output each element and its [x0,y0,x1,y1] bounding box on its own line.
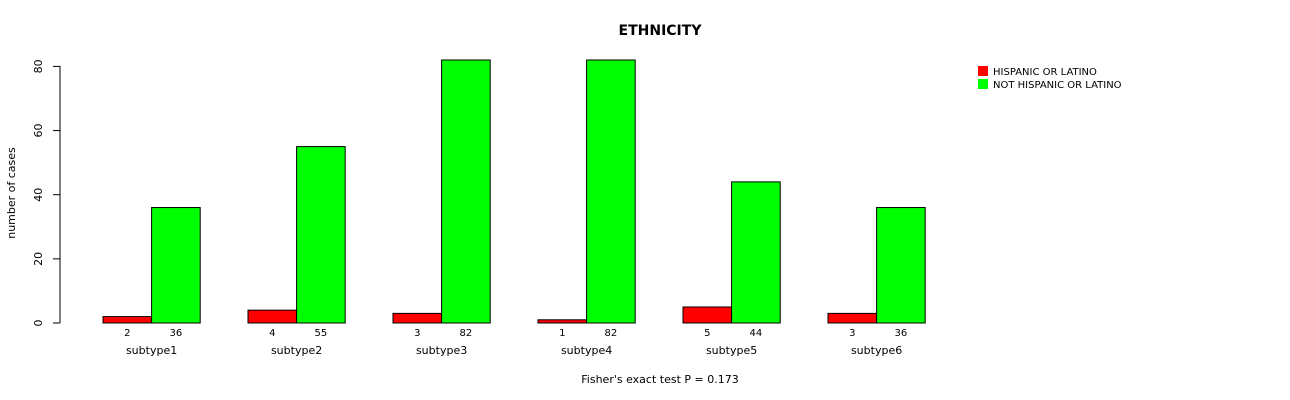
y-axis-label: number of cases [5,147,18,239]
bar [586,59,636,324]
y-tick-label: 80 [32,59,45,73]
bar-value-label: 3 [414,328,420,339]
bar [876,207,926,324]
category-labels: subtype1 subtype2 subtype3 subtype4 subtype5… [126,344,902,357]
category-label: subtype2 [271,344,322,357]
y-tick-label: 60 [32,124,45,138]
bar [102,316,153,324]
bar-value-label: 55 [315,328,328,339]
bar [537,319,588,324]
bar-value-label: 4 [269,328,275,339]
y-tick-label: 0 [32,320,45,327]
bar-value-label: 36 [895,328,908,339]
legend-swatch [978,66,988,76]
chart-title: ETHNICITY [619,23,703,39]
category-label: subtype5 [706,344,757,357]
category-label: subtype6 [851,344,902,357]
y-tick-label: 20 [32,252,45,266]
legend-label: HISPANIC OR LATINO [993,67,1097,78]
bar-value-label: 82 [460,328,473,339]
bar [151,207,201,324]
y-ticks: 0 20 40 60 80 [32,59,60,327]
bar [247,309,298,324]
bar [392,312,443,324]
bars [102,59,926,324]
legend-swatch [978,79,988,89]
value-labels: 2 36 4 55 3 82 1 82 5 44 3 36 [124,328,907,339]
y-tick-label: 40 [32,188,45,202]
bar-value-label: 2 [124,328,130,339]
category-label: subtype1 [126,344,177,357]
legend-label: NOT HISPANIC OR LATINO [993,80,1122,91]
category-label: subtype4 [561,344,612,357]
bar [682,306,733,324]
category-label: subtype3 [416,344,467,357]
bar-value-label: 44 [750,328,763,339]
bar [827,312,878,324]
bar-value-label: 36 [170,328,183,339]
bar [441,59,491,324]
bar [731,181,781,324]
bar-value-label: 3 [849,328,855,339]
bar-value-label: 82 [605,328,618,339]
bar-value-label: 1 [559,328,565,339]
legend: HISPANIC OR LATINO NOT HISPANIC OR LATINO [978,66,1122,91]
x-axis-label: Fisher's exact test P = 0.173 [581,373,738,386]
bar [296,146,346,324]
bar-value-label: 5 [704,328,710,339]
